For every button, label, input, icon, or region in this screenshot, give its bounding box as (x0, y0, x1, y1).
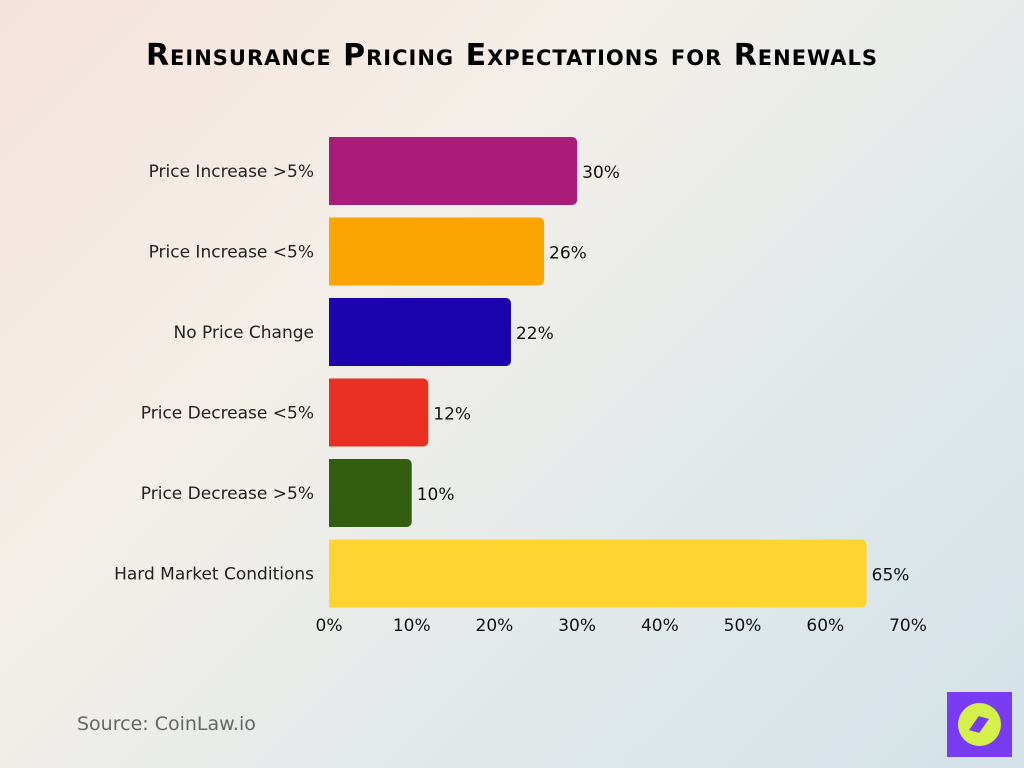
data-label: 22% (516, 324, 554, 344)
category-label: Hard Market Conditions (114, 565, 314, 585)
source-note: Source: CoinLaw.io (77, 713, 256, 735)
x-tick-label: 70% (889, 616, 927, 636)
bar (329, 378, 429, 447)
x-tick-label: 0% (316, 616, 343, 636)
category-label: No Price Change (174, 323, 314, 343)
chart-title: Reinsurance Pricing Expectations for Ren… (145, 38, 879, 73)
bar (329, 217, 545, 286)
bar (329, 459, 412, 527)
category-label: Price Decrease <5% (141, 404, 314, 424)
x-tick-label: 10% (393, 616, 431, 636)
x-tick-label: 20% (476, 616, 514, 636)
data-label: 10% (417, 485, 455, 505)
bar (328, 137, 578, 205)
x-tick-label: 50% (724, 616, 762, 636)
bar (329, 539, 867, 608)
data-label: 26% (549, 244, 587, 264)
category-label: Price Increase <5% (149, 243, 314, 263)
bar (329, 298, 511, 366)
x-tick-label: 60% (806, 616, 844, 636)
x-tick-label: 30% (558, 616, 596, 636)
category-label: Price Decrease >5% (141, 484, 314, 504)
category-label: Price Increase >5% (149, 162, 314, 182)
data-label: 12% (433, 405, 471, 425)
data-label: 30% (582, 163, 620, 183)
data-label: 65% (872, 566, 910, 586)
compass-icon (947, 692, 1012, 757)
x-tick-label: 40% (641, 616, 679, 636)
